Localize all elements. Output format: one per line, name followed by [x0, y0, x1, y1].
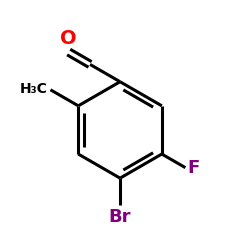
Text: H₃C: H₃C — [20, 82, 48, 96]
Text: F: F — [188, 159, 200, 177]
Text: O: O — [60, 28, 77, 48]
Text: Br: Br — [109, 208, 131, 226]
